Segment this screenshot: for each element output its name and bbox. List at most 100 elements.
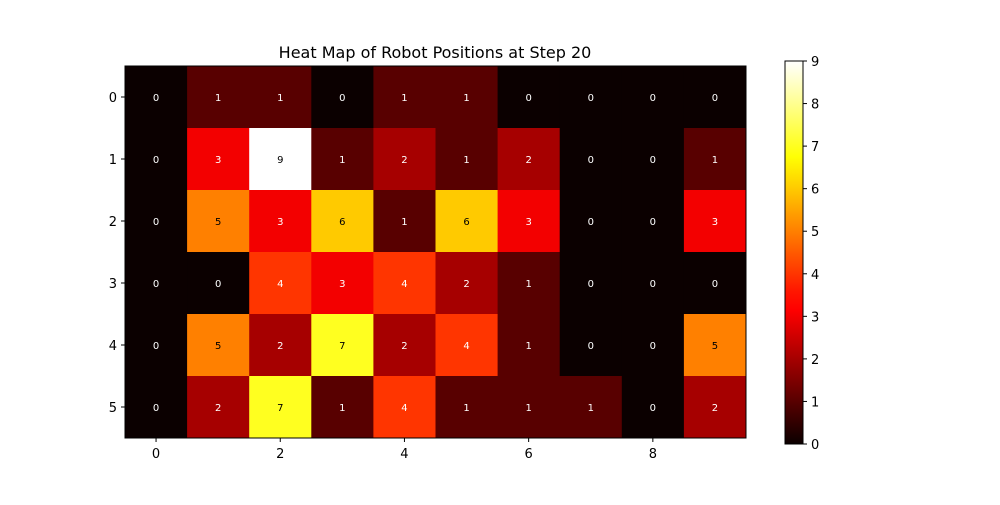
cell-value-label: 0 <box>588 155 594 166</box>
heatmap-cell <box>683 128 747 191</box>
heatmap-cell <box>311 190 374 253</box>
cell-value-label: 1 <box>401 217 407 228</box>
heatmap-cell <box>497 128 561 191</box>
heatmap-cell <box>311 128 374 191</box>
heatmap-cell <box>125 376 188 439</box>
cell-value-label: 1 <box>712 155 718 166</box>
heatmap-cell <box>187 128 250 191</box>
cell-value-label: 0 <box>588 93 594 104</box>
cell-value-label: 4 <box>401 403 407 414</box>
cell-value-label: 1 <box>463 403 469 414</box>
cell-value-label: 0 <box>650 93 656 104</box>
cell-value-label: 4 <box>401 279 407 290</box>
y-tick-label: 2 <box>109 215 117 230</box>
cell-value-label: 2 <box>525 155 531 166</box>
heatmap-cell <box>497 314 561 377</box>
cell-value-label: 1 <box>339 403 345 414</box>
cell-value-label: 0 <box>650 279 656 290</box>
cell-value-label: 0 <box>588 279 594 290</box>
cell-value-label: 3 <box>277 217 283 228</box>
colorbar-tick-label: 1 <box>811 395 819 410</box>
heatmap-cell <box>249 128 312 191</box>
cell-value-label: 0 <box>588 341 594 352</box>
heatmap-cell <box>125 252 188 315</box>
colorbar-tick-label: 8 <box>811 98 819 113</box>
cell-value-label: 9 <box>277 155 283 166</box>
cell-value-label: 4 <box>277 279 283 290</box>
heatmap-cell <box>497 66 561 129</box>
heatmap-cell <box>249 66 312 129</box>
heatmap-cell <box>373 252 436 315</box>
colorbar-tick-label: 4 <box>811 268 819 283</box>
colorbar-tick-label: 6 <box>811 183 819 198</box>
heatmap-cell <box>497 190 561 253</box>
y-tick-label: 3 <box>109 277 117 292</box>
heatmap-cell <box>621 190 685 253</box>
cell-value-label: 1 <box>277 93 283 104</box>
heatmap-cell <box>683 252 747 315</box>
heatmap-cell <box>187 252 250 315</box>
cell-value-label: 0 <box>153 93 159 104</box>
heatmap-cell <box>125 66 188 129</box>
cell-value-label: 2 <box>463 279 469 290</box>
heatmap-cell <box>373 314 436 377</box>
heatmap-cell <box>187 190 250 253</box>
cell-value-label: 0 <box>650 341 656 352</box>
cell-labels: 0 1 1 0 1 1 0 0 0 0 0 3 9 1 2 1 2 0 0 1 0 5 3 6 1 6 3 0 0 3 0 0 4 3 4 2 1 0 0 0… <box>153 93 718 414</box>
cell-value-label: 2 <box>712 403 718 414</box>
heatmap-cell <box>187 66 250 129</box>
heatmap-cell <box>249 252 312 315</box>
cell-value-label: 1 <box>215 93 221 104</box>
heatmap-cell <box>683 190 747 253</box>
heatmap-cell <box>683 376 747 439</box>
heatmap-cell <box>125 128 188 191</box>
heatmap-cell <box>559 314 623 377</box>
cell-value-label: 3 <box>215 155 221 166</box>
heatmap-cell <box>683 314 747 377</box>
cell-value-label: 0 <box>153 341 159 352</box>
cell-value-label: 3 <box>712 217 718 228</box>
heatmap-cell <box>621 252 685 315</box>
heatmap-cell <box>311 66 374 129</box>
x-tick-label: 6 <box>525 447 533 462</box>
cell-value-label: 0 <box>153 155 159 166</box>
heatmap-cell <box>559 190 623 253</box>
heatmap-cell <box>187 376 250 439</box>
colorbar-gradient <box>784 60 804 445</box>
heatmap-cell <box>435 252 499 315</box>
heatmap-cell <box>497 376 561 439</box>
x-tick-label: 2 <box>276 447 284 462</box>
heatmap-cell <box>559 252 623 315</box>
cell-value-label: 0 <box>650 217 656 228</box>
heatmap-cell <box>435 66 499 129</box>
heatmap-cell <box>435 314 499 377</box>
cell-value-label: 6 <box>339 217 345 228</box>
heatmap-cell <box>621 128 685 191</box>
cell-value-label: 6 <box>463 217 469 228</box>
heatmap-cell <box>497 252 561 315</box>
cell-value-label: 0 <box>339 93 345 104</box>
heatmap-cell <box>249 314 312 377</box>
cell-value-label: 1 <box>588 403 594 414</box>
x-tick-label: 0 <box>152 447 160 462</box>
heatmap-cell <box>559 376 623 439</box>
cell-value-label: 1 <box>401 93 407 104</box>
heatmap-cell <box>621 314 685 377</box>
y-tick-label: 0 <box>109 91 117 106</box>
cell-value-label: 1 <box>525 279 531 290</box>
cell-value-label: 0 <box>588 217 594 228</box>
heatmap-cell <box>249 190 312 253</box>
cell-value-label: 1 <box>463 155 469 166</box>
y-tick-label: 1 <box>109 153 117 168</box>
cell-value-label: 5 <box>215 217 221 228</box>
cell-value-label: 0 <box>215 279 221 290</box>
x-tick-label: 8 <box>649 447 657 462</box>
cell-value-label: 2 <box>401 341 407 352</box>
heatmap-cell <box>373 128 436 191</box>
cell-value-label: 5 <box>712 341 718 352</box>
cell-value-label: 1 <box>525 403 531 414</box>
heatmap-cell <box>311 252 374 315</box>
heatmap-cell <box>621 66 685 129</box>
heatmap-cells <box>125 66 747 439</box>
